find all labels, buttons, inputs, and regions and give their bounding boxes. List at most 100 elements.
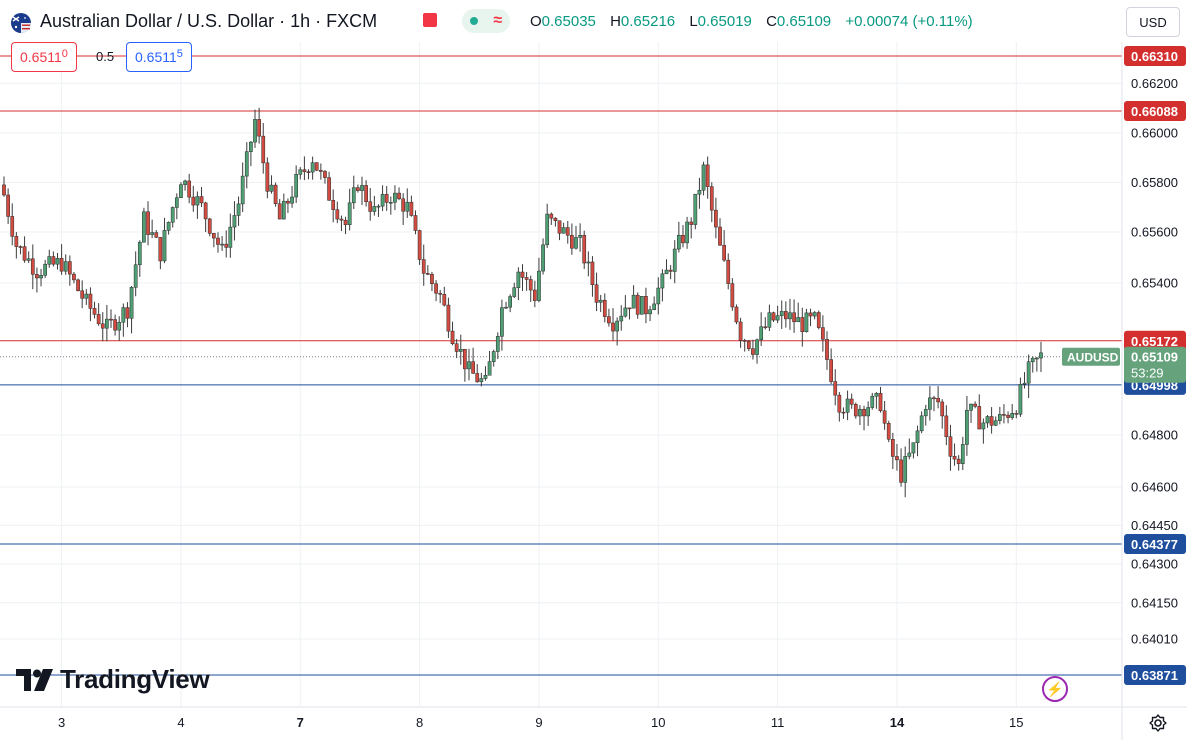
- candle-body: [18, 246, 23, 248]
- candle-body: [549, 213, 554, 219]
- candle-body: [631, 294, 636, 309]
- candle-body: [841, 411, 846, 414]
- y-tick-label-8: 0.64300: [1131, 556, 1178, 571]
- sell-price-box[interactable]: 0.6511 0: [11, 42, 77, 72]
- candle: [779, 300, 784, 329]
- candle-body: [401, 198, 406, 212]
- candle: [985, 415, 990, 428]
- level-label-0: 0.66310: [1124, 46, 1186, 66]
- market-closed-icon[interactable]: [423, 13, 437, 27]
- candle: [792, 299, 796, 333]
- level-label-4: 0.64377: [1124, 534, 1186, 554]
- candle-body: [121, 307, 126, 323]
- candle-body: [936, 397, 940, 403]
- candle-body: [129, 287, 134, 319]
- candle: [812, 311, 817, 320]
- candle-body: [746, 340, 751, 349]
- price-axis[interactable]: 0.66200 0.66000 0.65800 0.65600 0.65400 0.648…: [1131, 76, 1178, 647]
- candle: [500, 299, 504, 351]
- candle: [228, 213, 233, 258]
- lightning-icon[interactable]: ⚡: [1042, 676, 1068, 702]
- level-label-text-2: 0.65172: [1131, 334, 1178, 349]
- bid-price-pip: 0: [61, 48, 68, 60]
- candle-body: [240, 175, 245, 205]
- candle-body: [277, 203, 282, 220]
- candle-body: [833, 381, 838, 396]
- bid-price-main: 0.6511: [20, 49, 62, 65]
- candle: [232, 201, 237, 241]
- candle-body: [22, 246, 27, 261]
- candle-body: [384, 194, 389, 203]
- candle: [973, 401, 977, 409]
- candle: [1026, 354, 1031, 399]
- candle-body: [495, 336, 500, 352]
- level-label-bg-5: [1124, 665, 1186, 685]
- status-pill[interactable]: ≈: [462, 9, 510, 33]
- candle-body: [319, 170, 323, 172]
- candle: [508, 294, 512, 313]
- candle-body: [886, 423, 891, 440]
- high-value: 0.65216: [620, 13, 676, 30]
- candle-body: [26, 258, 31, 261]
- level-label-text-4: 0.64377: [1131, 537, 1178, 552]
- x-tick-label-8: 15: [1009, 715, 1023, 730]
- candle: [43, 259, 47, 278]
- candle: [47, 249, 52, 268]
- candle-body: [845, 398, 850, 413]
- candle: [393, 185, 397, 211]
- candle: [541, 238, 545, 275]
- candle: [788, 298, 792, 330]
- level-label-2: 0.65172: [1124, 330, 1186, 351]
- candle: [14, 231, 19, 259]
- candle-body: [450, 330, 455, 344]
- candle-body: [471, 361, 475, 374]
- candle: [125, 302, 130, 328]
- candle: [520, 264, 525, 292]
- tradingview-mark-icon: [16, 668, 53, 691]
- candle: [446, 297, 451, 339]
- candle-body: [67, 261, 72, 275]
- level-label-bg-0: [1124, 46, 1186, 66]
- candle: [347, 188, 352, 231]
- candle-body: [672, 248, 677, 272]
- candle-body: [590, 261, 595, 285]
- candle: [681, 225, 685, 248]
- candle: [244, 142, 249, 189]
- settings-gear-icon[interactable]: [1148, 713, 1168, 733]
- candle: [1006, 411, 1010, 424]
- candle-body: [273, 184, 278, 204]
- price-axis-level-labels: 0.663100.660880.651720.649980.643770.638…: [1062, 46, 1186, 685]
- candle-body: [265, 162, 270, 192]
- candle: [191, 185, 196, 212]
- candle-body: [858, 408, 862, 417]
- candle-body: [467, 361, 471, 370]
- candle-body: [92, 308, 97, 315]
- candle: [413, 210, 418, 235]
- candle-body: [537, 270, 541, 301]
- candle: [364, 180, 368, 207]
- spread-value: 0.5: [96, 49, 115, 64]
- candle: [965, 395, 969, 456]
- candle: [775, 305, 780, 324]
- candle: [607, 308, 611, 327]
- buy-price-box[interactable]: 0.6511 5: [126, 42, 192, 72]
- candle: [335, 201, 340, 224]
- candle-body: [619, 315, 624, 322]
- tradingview-logo[interactable]: TradingView: [16, 664, 210, 695]
- candle-body: [870, 395, 875, 408]
- currency-selector[interactable]: USD: [1126, 7, 1180, 37]
- candle-body: [224, 243, 229, 248]
- symbol-title[interactable]: Australian Dollar / U.S. Dollar · 1h · F…: [40, 11, 378, 31]
- time-axis[interactable]: 3 4 7 8 9 10 11 14 15: [58, 715, 1024, 730]
- candle: [286, 198, 290, 213]
- candle-body: [821, 327, 825, 340]
- candle-body: [816, 312, 821, 328]
- y-tick-label-9: 0.64150: [1131, 595, 1178, 610]
- candle-body: [722, 244, 726, 261]
- candle: [170, 206, 175, 228]
- candlestick-series[interactable]: [2, 107, 1043, 498]
- candle: [845, 390, 850, 421]
- candle: [763, 317, 768, 330]
- candle-body: [323, 171, 327, 178]
